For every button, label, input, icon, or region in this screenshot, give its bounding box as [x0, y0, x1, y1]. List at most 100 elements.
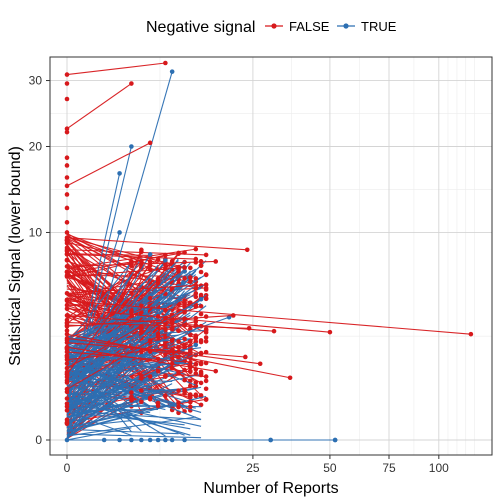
false-series-point [176, 328, 181, 334]
false-series-line [66, 346, 216, 372]
false-series-point [203, 378, 209, 384]
false-series-point [64, 417, 70, 422]
false-series-point [155, 356, 161, 362]
false-series-point [203, 328, 209, 333]
false-series-point [64, 313, 70, 318]
false-series-point [155, 333, 161, 339]
false-series-point [64, 306, 70, 312]
false-series-point [182, 367, 187, 373]
true-series-line [66, 271, 185, 394]
false-series-point [182, 265, 187, 270]
false-series-point [193, 333, 199, 338]
false-series-point [163, 343, 168, 349]
true-series-point [182, 437, 187, 443]
false-series-point [193, 371, 199, 376]
plot-area [49, 56, 493, 456]
false-series-point [182, 304, 187, 310]
false-series-point [139, 399, 144, 405]
false-series-point [64, 361, 70, 366]
true-series-line [66, 298, 202, 382]
true-series-line [66, 427, 132, 441]
false-series-line [66, 351, 191, 363]
false-series-point [64, 408, 70, 413]
legend-true-label: TRUE [361, 19, 397, 34]
true-series-line [66, 388, 179, 400]
false-series-point [182, 310, 187, 315]
false-series-point [64, 353, 70, 358]
false-series-point [188, 383, 193, 389]
true-series-line [66, 408, 159, 411]
false-series-point [64, 404, 70, 409]
false-series-point [213, 368, 219, 374]
false-series-point [182, 276, 187, 281]
true-series-point [117, 171, 122, 176]
false-series-point [64, 205, 70, 211]
false-series-line [66, 253, 196, 260]
false-series-point [64, 345, 70, 351]
false-series-line [66, 62, 166, 76]
true-series-point [268, 437, 273, 443]
false-series-point [163, 393, 168, 398]
false-series-point [188, 275, 193, 280]
plot-border [49, 56, 493, 456]
false-series-line [66, 265, 132, 316]
false-series-point [203, 282, 209, 287]
true-series-point [169, 437, 175, 443]
false-series-point [64, 337, 70, 343]
false-series-point [64, 192, 70, 197]
false-series-line [66, 314, 275, 332]
false-series-point [198, 338, 204, 343]
false-series-point [155, 403, 161, 409]
false-series-line [66, 142, 151, 187]
y-tick-label: 0 [35, 433, 42, 447]
x-tick-label: 50 [323, 461, 337, 475]
false-series-point [64, 328, 70, 333]
false-series-point [182, 377, 187, 383]
grid [50, 57, 492, 455]
false-series-line [66, 322, 250, 329]
false-series-point [147, 259, 153, 264]
false-series-line [66, 300, 471, 335]
true-series-line [66, 375, 166, 437]
false-series-point [198, 269, 204, 275]
false-series-point [155, 304, 161, 309]
false-series-point [176, 404, 181, 410]
false-series-point [64, 126, 70, 132]
false-series-point [244, 247, 250, 253]
false-series-point [193, 294, 199, 300]
true-series-point [139, 437, 144, 443]
false-series-point [147, 396, 153, 402]
false-series-point [64, 365, 70, 371]
false-series-point [64, 155, 70, 161]
legend-title: Negative signal [146, 19, 255, 36]
false-series-point [198, 402, 204, 408]
y-tick-label: 20 [29, 140, 43, 154]
x-axis: 0 25 50 75 100 [64, 455, 449, 475]
false-series-point [129, 394, 134, 400]
false-series-point [147, 374, 153, 379]
false-series-point [176, 339, 181, 344]
false-series-line [66, 249, 207, 256]
false-series-point [64, 248, 70, 254]
y-axis-title: Statistical Signal (lower bound) [7, 146, 24, 366]
false-series-point [155, 276, 161, 281]
false-series-point [64, 331, 70, 337]
false-series-point [169, 338, 175, 344]
true-series-point [129, 144, 134, 149]
true-series-point [147, 437, 153, 443]
false-series-point [139, 258, 144, 264]
false-series-point [257, 361, 263, 367]
false-series-point [188, 265, 193, 271]
legend-true-swatch-point [343, 23, 349, 29]
true-series-point [64, 437, 70, 443]
false-series-point [64, 81, 70, 86]
false-series-point [64, 320, 70, 326]
false-series-point [203, 287, 209, 292]
false-series-point [64, 237, 70, 243]
false-series-line [66, 83, 132, 130]
false-series-point [129, 390, 134, 395]
false-series-point [188, 394, 193, 400]
x-tick-label: 25 [246, 461, 260, 475]
false-series-point [64, 72, 70, 77]
false-series-point [64, 230, 70, 235]
